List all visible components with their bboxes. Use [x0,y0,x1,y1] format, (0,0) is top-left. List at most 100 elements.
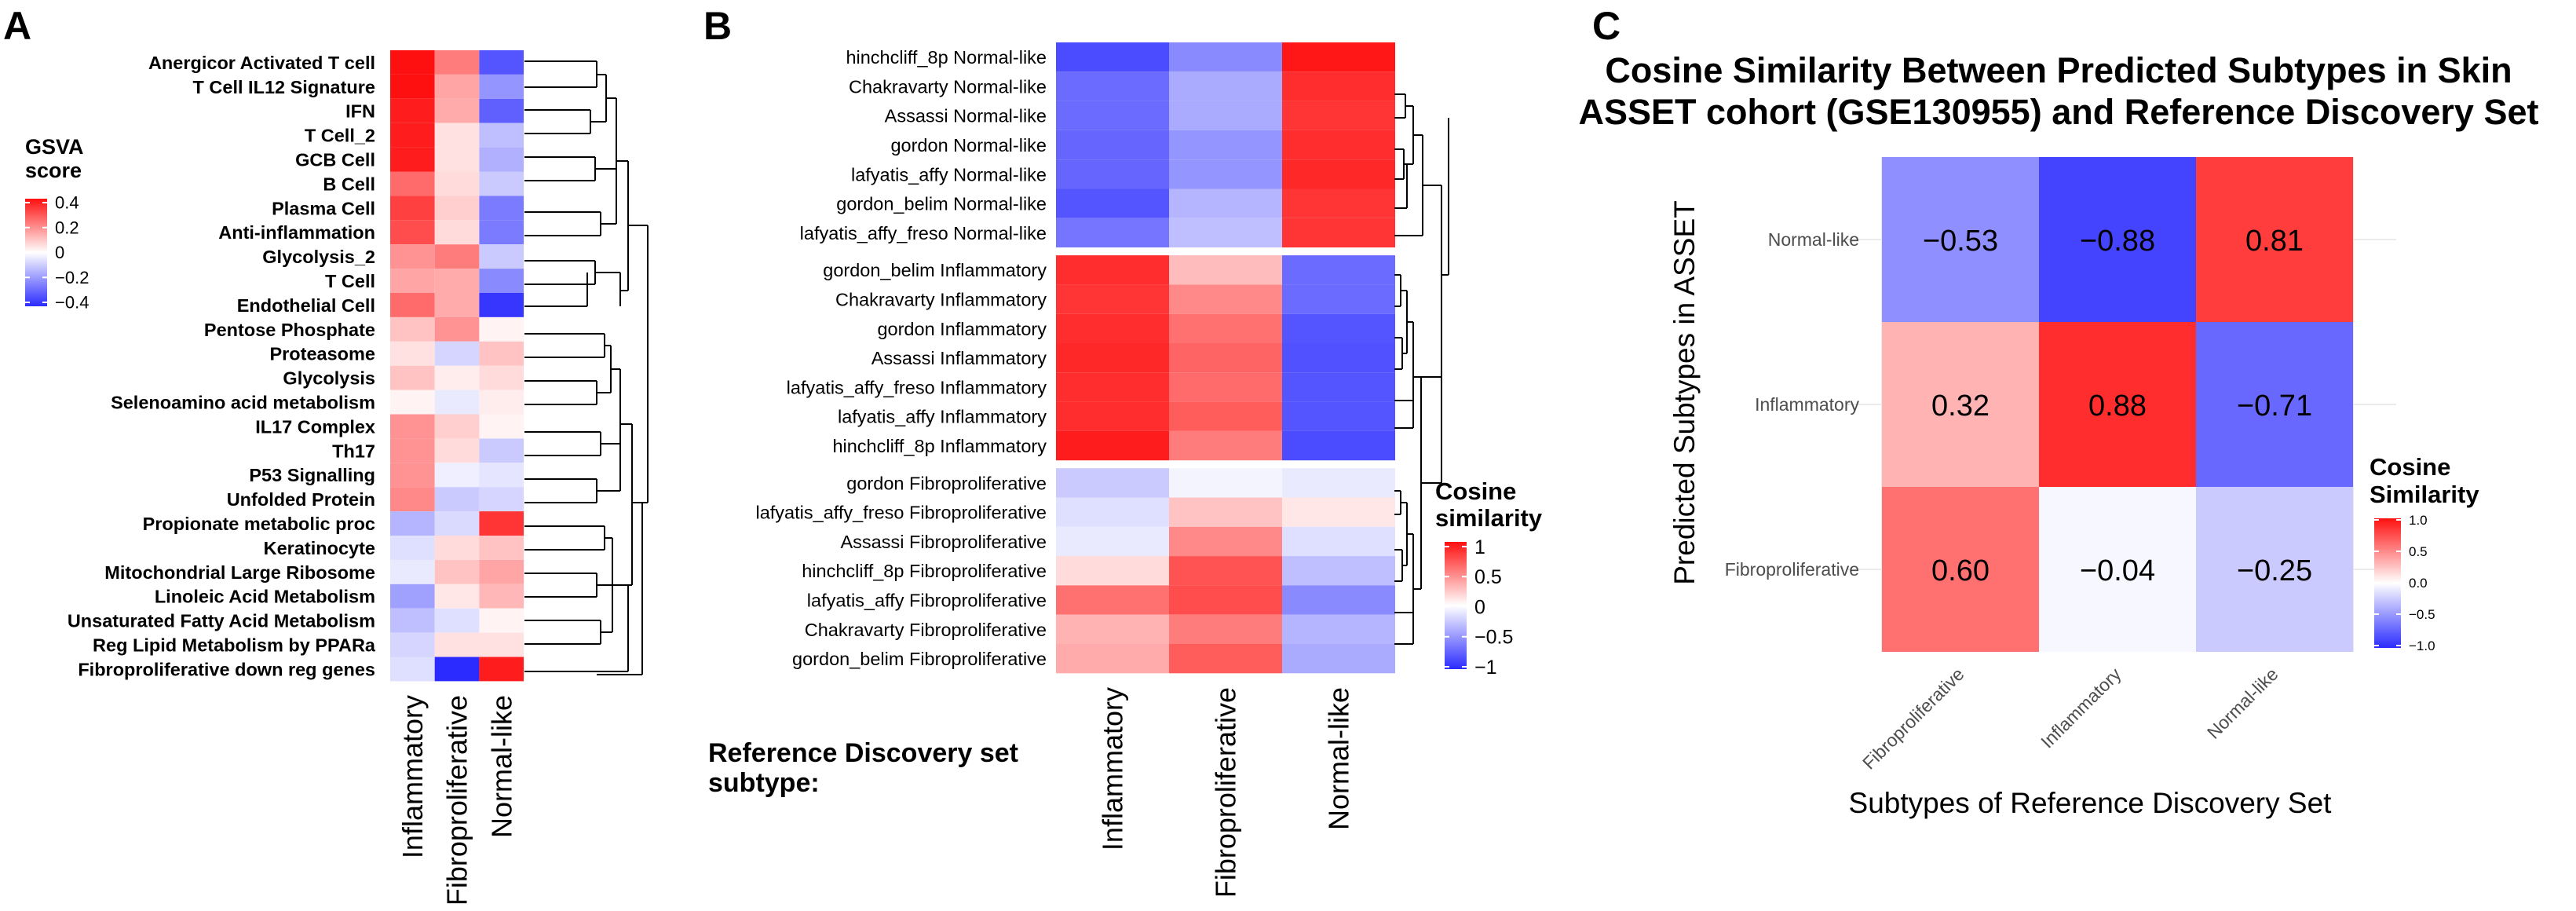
heatmap-cell [479,633,524,657]
heatmap-cell [1282,71,1395,101]
heatmap-cell [1056,159,1169,188]
heatmap-cell [390,123,435,148]
column-label: Inflammatory [396,695,429,858]
row-label: Anergicor Activated T cell [148,53,375,73]
heatmap-cell [435,536,480,560]
row-label: lafyatis_affy Normal-like [851,164,1047,185]
heatmap-cell [390,342,435,366]
heatmap-cell [1169,314,1282,343]
heatmap-cell [390,220,435,244]
row-label: gordon_belim Normal-like [836,194,1047,214]
heatmap-cell [1056,42,1169,71]
cell-value-label: 0.32 [1931,390,1990,423]
row-label: Unsaturated Fatty Acid Metabolism [68,611,375,631]
panel-c-ylabel: Predicted Subtypes in ASSET [1668,200,1701,585]
heatmap-cell [1056,468,1169,497]
heatmap-cell [390,50,435,75]
heatmap-cell [435,196,480,220]
heatmap-cell [1056,284,1169,313]
row-label: Glycolysis_2 [262,247,375,267]
legend-tick-label: 1 [1474,536,1485,558]
row-label: Propionate metabolic proc [143,514,375,534]
heatmap-cell [1282,372,1395,401]
heatmap-cell [1282,402,1395,431]
heatmap-cell [1169,431,1282,460]
row-label: hinchcliff_8p Fibroproliferative [802,561,1047,581]
row-label: Glycolysis [283,368,375,389]
cell-value-label: −0.53 [1923,225,1998,258]
cell-value-label: −0.04 [2080,554,2155,587]
heatmap-cell [435,99,480,123]
heatmap-cell [1169,42,1282,71]
heatmap-cell [1056,255,1169,284]
row-label: Anti-inflammation [218,222,375,243]
row-label: hinchcliff_8p Inflammatory [832,436,1047,456]
row-label: Selenoamino acid metabolism [111,393,375,413]
heatmap-cell [435,148,480,172]
cell-value-label: 0.81 [2245,225,2304,258]
legend-a-title-2: score [25,159,82,182]
heatmap-cell [1169,468,1282,497]
legend-tick-label: −0.2 [55,268,89,287]
heatmap-cell [479,317,524,342]
row-label: T Cell [325,271,375,291]
panel-a: GSVA score 0.4 0.2 0 −0.2 −0.4 Anergicor Act… [25,50,648,906]
row-label: Proteasome [269,344,375,364]
heatmap-cell [479,172,524,196]
heatmap-cell [390,487,435,511]
heatmap-cell [1056,644,1169,673]
heatmap-cell [1056,585,1169,614]
heatmap-cell [479,293,524,317]
heatmap-cell [1169,372,1282,401]
heatmap-cell [479,536,524,560]
heatmap-cell [1282,255,1395,284]
heatmap-cell [1056,343,1169,372]
column-label: Normal-like [2203,664,2282,743]
heatmap-cell [479,269,524,293]
heatmap-cell [435,50,480,75]
heatmap-cell [1282,189,1395,218]
row-label: gordon Fibroproliferative [846,473,1047,493]
heatmap-cell [435,463,480,487]
heatmap-cell [435,390,480,415]
row-label: gordon Normal-like [890,135,1047,155]
panel-b-xlabel-2: subtype: [708,768,820,798]
heatmap-cell [390,609,435,633]
column-label: Fibroproliferative [1210,687,1242,898]
row-label: lafyatis_affy_freso Normal-like [800,223,1047,243]
heatmap-cell [1282,644,1395,673]
panel-b: hinchcliff_8p Normal-like Chakravarty Nor… [708,42,1543,898]
heatmap-cell [1056,527,1169,556]
row-label: lafyatis_affy_freso Inflammatory [787,377,1047,397]
heatmap-cell [1282,159,1395,188]
heatmap-cell [479,366,524,390]
heatmap-cell [479,463,524,487]
heatmap-cell [1169,71,1282,101]
heatmap-cell [479,123,524,148]
heatmap-cell [435,269,480,293]
panel-c-title-2: ASSET cohort (GSE130955) and Reference D… [1579,92,2539,132]
legend-tick-label: −1 [1474,657,1497,679]
heatmap-cell [435,172,480,196]
heatmap-cell [390,584,435,609]
cell-value-label: 0.60 [1931,554,1990,587]
row-label: Endothelial Cell [237,295,375,316]
heatmap-cell [390,657,435,682]
heatmap-cell [1056,101,1169,130]
heatmap-cell [1056,314,1169,343]
heatmap-cell [479,390,524,415]
legend-c-title-1: Cosine [2370,453,2450,481]
row-label: Chakravarty Inflammatory [835,290,1047,310]
heatmap-cell [1169,343,1282,372]
legend-tick-label: −0.5 [1474,627,1513,649]
row-label: lafyatis_affy Fibroproliferative [807,591,1047,611]
heatmap-cell [479,50,524,75]
row-label: Assassi Inflammatory [871,348,1047,368]
heatmap-cell [479,220,524,244]
heatmap-cell [479,560,524,584]
heatmap-cell [1169,130,1282,159]
panel-c-xlabel: Subtypes of Reference Discovery Set [1849,787,2333,819]
panel-label-c: C [1592,4,1621,48]
heatmap-cell [435,609,480,633]
panel-b-xlabel-1: Reference Discovery set [708,738,1018,768]
